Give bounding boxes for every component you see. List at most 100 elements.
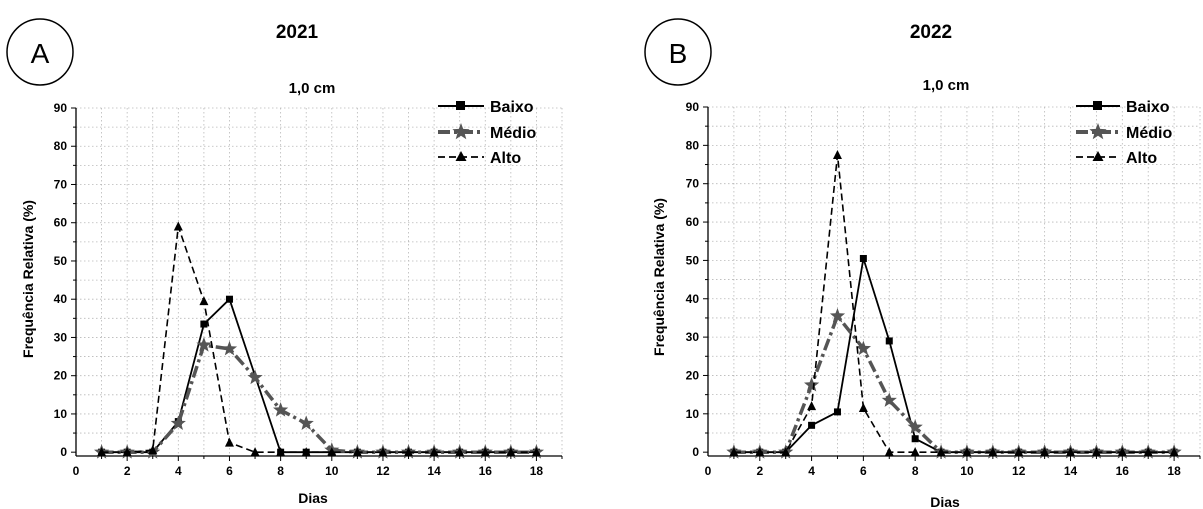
data-point-medio (829, 308, 846, 323)
data-point-alto (781, 447, 791, 457)
x-tick-label: 4 (808, 464, 815, 478)
panel-b-label-circle (644, 18, 712, 86)
data-point-alto (480, 447, 490, 457)
y-tick-label: 70 (686, 177, 700, 191)
data-point-alto (755, 447, 765, 457)
data-point-alto (832, 149, 842, 159)
series-alto (729, 149, 1179, 457)
legend-star-marker (1089, 123, 1107, 140)
series-line-medio (101, 343, 537, 454)
legend-item-baixo: Baixo (1076, 99, 1170, 116)
data-point-baixo (911, 435, 919, 443)
data-point-medio (221, 340, 238, 356)
legend-label-baixo: Baixo (1126, 99, 1170, 116)
panel-b: B 2022 1,0 cm 0 2 4 6 8 10 12 14 16 18 0 10 20 30 40 5… (644, 18, 1201, 509)
data-point-alto (97, 447, 107, 457)
x-tick-label: 18 (530, 464, 544, 478)
data-point-alto (1014, 447, 1024, 457)
data-point-alto (1143, 447, 1153, 457)
data-point-medio (855, 340, 871, 356)
y-tick-label: 0 (60, 445, 67, 459)
data-point-alto (910, 447, 920, 457)
series-line-alto (101, 225, 537, 454)
x-tick-label: 8 (277, 464, 284, 478)
x-tick-label: 8 (912, 464, 919, 478)
y-tick-label: 70 (54, 177, 68, 191)
data-point-alto (988, 447, 998, 457)
data-point-baixo (225, 295, 233, 303)
data-point-alto (327, 447, 337, 457)
y-tick-label: 40 (54, 292, 68, 306)
y-tick-label: 30 (54, 330, 68, 344)
panel-b-xticks: 0 2 4 6 8 10 12 14 16 18 (705, 456, 1201, 478)
x-tick-label: 12 (1012, 464, 1026, 478)
x-tick-label: 16 (479, 464, 493, 478)
legend-label-alto: Alto (490, 150, 521, 167)
data-point-alto (429, 447, 439, 457)
data-point-medio (881, 392, 897, 407)
data-point-alto (962, 447, 972, 457)
y-tick-label: 30 (686, 330, 700, 344)
legend-label-baixo: Baixo (490, 99, 534, 116)
data-point-alto (1169, 447, 1179, 457)
legend-item-baixo: Baixo (438, 99, 534, 116)
data-point-baixo (808, 421, 816, 429)
data-point-alto (531, 447, 541, 457)
panel-a: A 2021 1,0 cm 0 2 4 6 8 10 12 14 16 18 0 10 20 30 40 5… (6, 18, 563, 506)
x-tick-label: 10 (960, 464, 974, 478)
legend-item-alto: Alto (1076, 150, 1157, 167)
data-point-alto (224, 437, 234, 447)
data-point-alto (173, 221, 183, 231)
data-point-alto (199, 296, 209, 306)
series-line-medio (733, 314, 1175, 454)
legend-label-medio: Médio (1126, 125, 1172, 142)
series-line-baixo (733, 257, 1175, 454)
data-point-medio (298, 415, 314, 430)
data-point-baixo (859, 254, 867, 262)
data-point-alto (122, 447, 132, 457)
x-tick-label: 16 (1116, 464, 1130, 478)
panel-a-series (94, 221, 544, 459)
data-point-medio (804, 377, 820, 392)
legend-star-marker (452, 123, 470, 140)
panel-b-title: 1,0 cm (923, 77, 970, 94)
x-tick-label: 14 (427, 464, 441, 478)
data-point-alto (378, 447, 388, 457)
panel-b-yticks: 0 10 20 30 40 50 60 70 80 90 (686, 100, 708, 459)
panel-a-legend: Baixo Médio Alto (438, 99, 536, 167)
data-point-alto (276, 447, 286, 457)
panel-b-letter: B (669, 38, 688, 69)
data-point-alto (1066, 447, 1076, 457)
legend-item-alto: Alto (438, 150, 521, 167)
y-tick-label: 90 (54, 101, 68, 115)
data-point-baixo (885, 337, 893, 345)
y-tick-label: 10 (54, 407, 68, 421)
x-tick-label: 0 (73, 464, 80, 478)
data-point-medio (907, 419, 923, 434)
legend-square-marker (456, 101, 465, 110)
panel-a-grid (76, 107, 563, 456)
data-point-medio (273, 402, 289, 417)
x-tick-label: 12 (376, 464, 390, 478)
data-point-alto (301, 447, 311, 457)
data-point-alto (729, 447, 739, 457)
panel-b-ylabel: Frequência Relativa (%) (651, 198, 667, 356)
data-point-alto (858, 403, 868, 413)
y-tick-label: 80 (686, 138, 700, 152)
data-point-alto (455, 447, 465, 457)
panel-b-series (726, 149, 1182, 459)
x-tick-label: 18 (1167, 464, 1181, 478)
panel-b-xlabel: Dias (930, 494, 960, 509)
panel-a-letter: A (31, 38, 50, 69)
y-tick-label: 80 (54, 139, 68, 153)
y-tick-label: 60 (54, 216, 68, 230)
legend-item-medio: Médio (438, 123, 536, 142)
panel-a-title: 1,0 cm (289, 80, 336, 97)
x-tick-label: 6 (860, 464, 867, 478)
data-point-medio (247, 369, 263, 385)
legend-square-marker (1093, 101, 1102, 110)
data-point-alto (884, 447, 894, 457)
legend-item-medio: Médio (1076, 123, 1172, 142)
data-point-alto (148, 445, 158, 455)
